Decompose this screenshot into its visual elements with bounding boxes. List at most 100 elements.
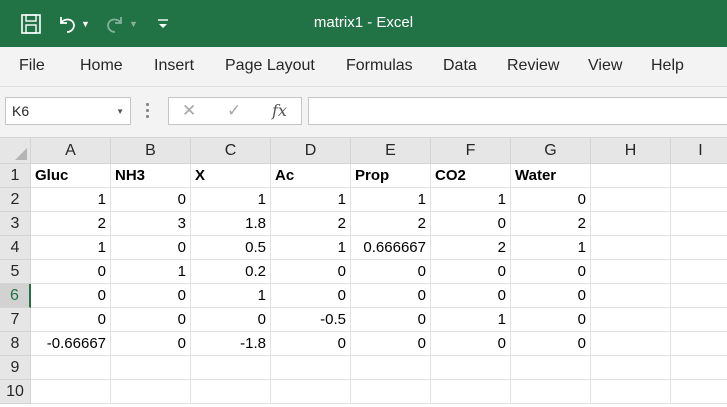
cell-d2[interactable]: 1 — [271, 188, 351, 212]
cell-h2[interactable] — [591, 188, 671, 212]
cell-h6[interactable] — [591, 284, 671, 308]
cell-c3[interactable]: 1.8 — [191, 212, 271, 236]
cell-g6[interactable]: 0 — [511, 284, 591, 308]
tab-home[interactable]: Home — [80, 57, 123, 74]
cell-d8[interactable]: 0 — [271, 332, 351, 356]
cell-a8[interactable]: -0.66667 — [31, 332, 111, 356]
column-header-i[interactable]: I — [671, 138, 727, 164]
cell-i5[interactable] — [671, 260, 727, 284]
cell-g7[interactable]: 0 — [511, 308, 591, 332]
cell-d7[interactable]: -0.5 — [271, 308, 351, 332]
cell-f6[interactable]: 0 — [431, 284, 511, 308]
cell-h10[interactable] — [591, 380, 671, 404]
column-header-e[interactable]: E — [351, 138, 431, 164]
cell-a10[interactable] — [31, 380, 111, 404]
cell-e6[interactable]: 0 — [351, 284, 431, 308]
undo-button[interactable]: ▼ — [56, 10, 90, 38]
cell-g9[interactable] — [511, 356, 591, 380]
cancel-icon[interactable]: ✕ — [182, 101, 197, 120]
cell-c8[interactable]: -1.8 — [191, 332, 271, 356]
cell-e9[interactable] — [351, 356, 431, 380]
cell-e8[interactable]: 0 — [351, 332, 431, 356]
customize-qat-button[interactable] — [156, 10, 170, 38]
cell-b9[interactable] — [111, 356, 191, 380]
cell-i1[interactable] — [671, 164, 727, 188]
cell-d6[interactable]: 0 — [271, 284, 351, 308]
chevron-down-icon[interactable]: ▼ — [81, 19, 90, 29]
tab-insert[interactable]: Insert — [154, 57, 195, 74]
cell-e5[interactable]: 0 — [351, 260, 431, 284]
cell-b7[interactable]: 0 — [111, 308, 191, 332]
cell-d4[interactable]: 1 — [271, 236, 351, 260]
cell-g4[interactable]: 1 — [511, 236, 591, 260]
row-header-4[interactable]: 4 — [0, 236, 31, 260]
column-header-g[interactable]: G — [511, 138, 591, 164]
cell-d3[interactable]: 2 — [271, 212, 351, 236]
cell-g1[interactable]: Water — [511, 164, 591, 188]
cell-d5[interactable]: 0 — [271, 260, 351, 284]
cell-a3[interactable]: 2 — [31, 212, 111, 236]
redo-button[interactable]: ▼ — [104, 10, 138, 38]
cell-c2[interactable]: 1 — [191, 188, 271, 212]
row-header-7[interactable]: 7 — [0, 308, 31, 332]
chevron-down-icon[interactable]: ▼ — [116, 107, 124, 116]
cell-h1[interactable] — [591, 164, 671, 188]
cell-c10[interactable] — [191, 380, 271, 404]
column-header-b[interactable]: B — [111, 138, 191, 164]
cell-g8[interactable]: 0 — [511, 332, 591, 356]
cell-f8[interactable]: 0 — [431, 332, 511, 356]
cell-f10[interactable] — [431, 380, 511, 404]
cell-a4[interactable]: 1 — [31, 236, 111, 260]
cell-e2[interactable]: 1 — [351, 188, 431, 212]
cell-e1[interactable]: Prop — [351, 164, 431, 188]
cell-c7[interactable]: 0 — [191, 308, 271, 332]
cell-d1[interactable]: Ac — [271, 164, 351, 188]
cell-f2[interactable]: 1 — [431, 188, 511, 212]
cell-i4[interactable] — [671, 236, 727, 260]
cell-a7[interactable]: 0 — [31, 308, 111, 332]
column-header-h[interactable]: H — [591, 138, 671, 164]
cell-i10[interactable] — [671, 380, 727, 404]
cell-f3[interactable]: 0 — [431, 212, 511, 236]
cell-i9[interactable] — [671, 356, 727, 380]
cell-i2[interactable] — [671, 188, 727, 212]
insert-function-button[interactable]: fx — [272, 101, 287, 120]
cell-i7[interactable] — [671, 308, 727, 332]
cell-b3[interactable]: 3 — [111, 212, 191, 236]
cell-g10[interactable] — [511, 380, 591, 404]
cell-e10[interactable] — [351, 380, 431, 404]
column-header-f[interactable]: F — [431, 138, 511, 164]
cell-c5[interactable]: 0.2 — [191, 260, 271, 284]
cell-e7[interactable]: 0 — [351, 308, 431, 332]
row-header-5[interactable]: 5 — [0, 260, 31, 284]
cell-i8[interactable] — [671, 332, 727, 356]
row-header-3[interactable]: 3 — [0, 212, 31, 236]
cell-a5[interactable]: 0 — [31, 260, 111, 284]
cell-c9[interactable] — [191, 356, 271, 380]
cell-b10[interactable] — [111, 380, 191, 404]
cell-g3[interactable]: 2 — [511, 212, 591, 236]
cell-g2[interactable]: 0 — [511, 188, 591, 212]
select-all-button[interactable] — [0, 138, 31, 164]
formula-input[interactable] — [308, 97, 727, 125]
cell-a9[interactable] — [31, 356, 111, 380]
cell-h3[interactable] — [591, 212, 671, 236]
cell-h9[interactable] — [591, 356, 671, 380]
name-box[interactable]: K6 ▼ — [5, 97, 131, 125]
column-header-a[interactable]: A — [31, 138, 111, 164]
cell-d10[interactable] — [271, 380, 351, 404]
row-header-8[interactable]: 8 — [0, 332, 31, 356]
tab-view[interactable]: View — [588, 57, 623, 74]
cell-e3[interactable]: 2 — [351, 212, 431, 236]
tab-review[interactable]: Review — [507, 57, 560, 74]
row-header-9[interactable]: 9 — [0, 356, 31, 380]
chevron-down-icon[interactable]: ▼ — [129, 19, 138, 29]
column-header-c[interactable]: C — [191, 138, 271, 164]
cell-f1[interactable]: CO2 — [431, 164, 511, 188]
save-button[interactable] — [20, 10, 42, 38]
cell-b2[interactable]: 0 — [111, 188, 191, 212]
column-header-d[interactable]: D — [271, 138, 351, 164]
cell-c6[interactable]: 1 — [191, 284, 271, 308]
cell-a6[interactable]: 0 — [31, 284, 111, 308]
cell-f7[interactable]: 1 — [431, 308, 511, 332]
